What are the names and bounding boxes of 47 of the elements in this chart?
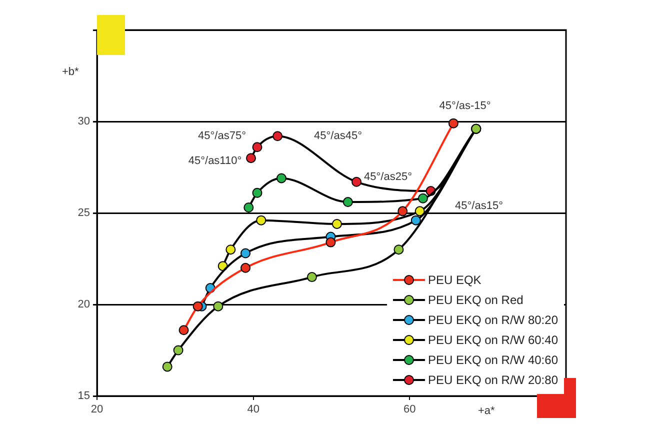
point [272,131,283,142]
y-tick-label: 25 [78,207,90,220]
point [213,301,224,312]
point [246,153,256,164]
point [244,202,254,213]
point [256,215,266,226]
legend-label: PEU EKQ on R/W 40:60 [428,353,558,367]
y-tick-label: 20 [78,298,90,311]
point [178,325,189,336]
point [252,188,262,198]
point [352,176,362,187]
point [398,206,408,216]
point [173,345,184,356]
annotation: 45°/as110° [188,155,242,168]
legend-label: PEU EKQ on R/W 60:40 [428,333,558,347]
x-axis-title: +a* [478,405,495,417]
point [394,244,404,255]
y-tick-label: 15 [78,390,90,402]
legend-label: PEU EKQ on R/W 20:80 [428,373,558,387]
point [162,362,172,372]
point [418,193,428,204]
point [226,244,236,255]
point [414,206,425,216]
x-tick-label: 40 [247,404,260,416]
legend-label: PEU EKQ on R/W 80:20 [428,313,558,327]
point [448,118,458,128]
annotation: 45°/as75° [198,130,246,142]
point [240,248,251,258]
point [332,218,342,229]
x-tick-label: 60 [404,404,416,416]
y-axis-title: +b* [62,66,79,78]
point [192,301,203,312]
point [240,262,251,273]
legend-label: PEU EKQ on Red [428,293,524,307]
point [342,197,353,208]
point [276,173,286,184]
point [306,272,317,282]
y-tick-label: 30 [78,116,90,128]
point [410,215,421,226]
legend-label: PEU EQK [428,273,482,287]
annotation: 45°/as25° [364,171,412,184]
point [326,237,336,248]
annotation: 45°/as15° [455,200,503,212]
annotation: 45°/as-15° [439,100,491,112]
annotation: 45°/as45° [314,130,362,142]
point [252,142,262,152]
x-tick-label: 20 [90,404,104,416]
